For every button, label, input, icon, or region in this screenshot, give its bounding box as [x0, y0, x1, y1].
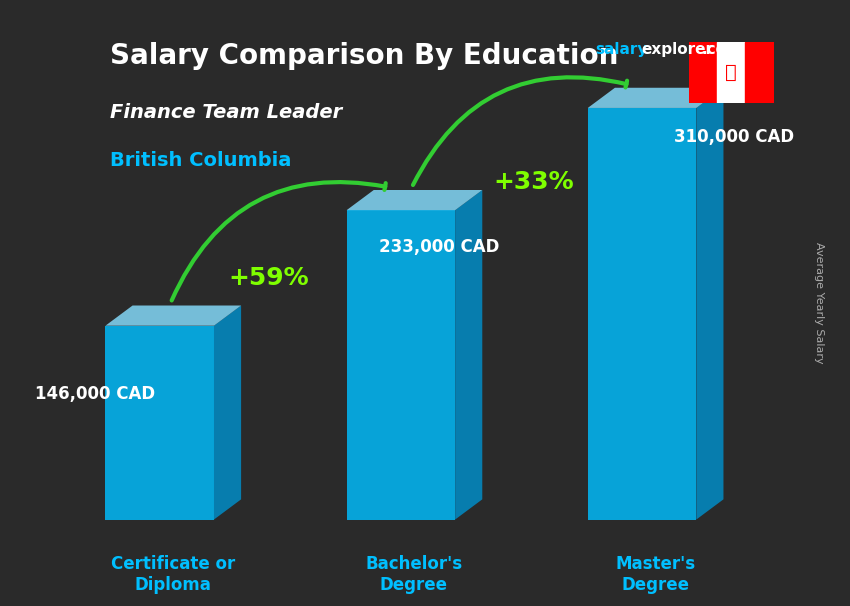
Polygon shape — [214, 305, 241, 519]
Text: Salary Comparison By Education: Salary Comparison By Education — [110, 42, 619, 70]
Text: 🍁: 🍁 — [725, 63, 737, 82]
Polygon shape — [588, 88, 723, 108]
Polygon shape — [455, 190, 482, 519]
Text: 310,000 CAD: 310,000 CAD — [674, 128, 795, 146]
Text: .com: .com — [701, 42, 742, 58]
Polygon shape — [105, 305, 241, 325]
Polygon shape — [696, 88, 723, 519]
Text: 146,000 CAD: 146,000 CAD — [35, 385, 155, 402]
Text: +33%: +33% — [493, 170, 574, 194]
Bar — [717, 42, 745, 103]
Bar — [745, 42, 774, 103]
Text: explorer: explorer — [642, 42, 714, 58]
Text: British Columbia: British Columbia — [110, 152, 292, 170]
Polygon shape — [347, 190, 482, 210]
Text: Average Yearly Salary: Average Yearly Salary — [814, 242, 824, 364]
FancyBboxPatch shape — [347, 210, 455, 519]
FancyBboxPatch shape — [105, 325, 214, 519]
Bar — [688, 42, 717, 103]
Text: Finance Team Leader: Finance Team Leader — [110, 103, 343, 122]
Text: Bachelor's
Degree: Bachelor's Degree — [366, 555, 462, 594]
Text: Master's
Degree: Master's Degree — [615, 555, 695, 594]
FancyBboxPatch shape — [588, 108, 696, 519]
Text: Certificate or
Diploma: Certificate or Diploma — [110, 555, 235, 594]
Text: 233,000 CAD: 233,000 CAD — [379, 238, 499, 256]
Text: salary: salary — [595, 42, 648, 58]
Text: +59%: +59% — [228, 266, 309, 290]
